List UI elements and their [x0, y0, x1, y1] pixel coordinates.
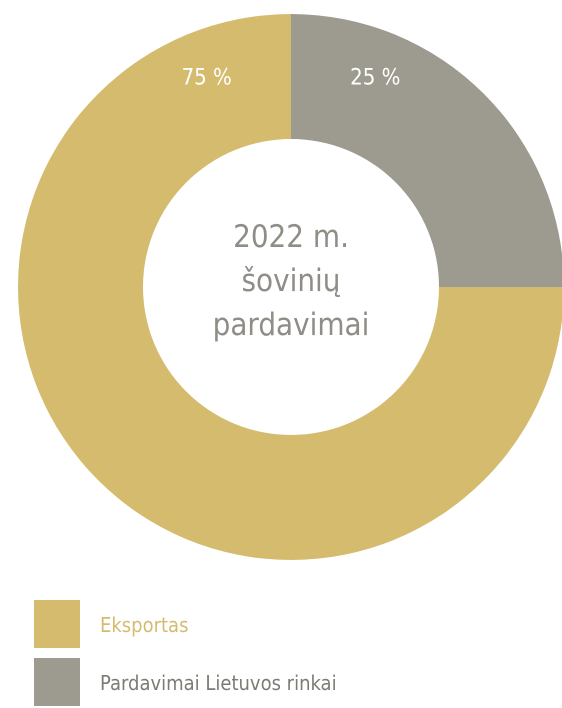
chart-title: 2022 m. šovinių pardavimai [212, 219, 370, 343]
legend-swatch [34, 600, 80, 648]
data-label: 75 % [182, 65, 232, 90]
donut-slice [18, 14, 562, 560]
legend-label: Pardavimai Lietuvos rinkai [100, 671, 337, 695]
data-label: 25 % [350, 65, 400, 90]
legend-label: Eksportas [100, 613, 189, 637]
donut-slice [291, 14, 562, 287]
legend-swatch [34, 658, 80, 706]
